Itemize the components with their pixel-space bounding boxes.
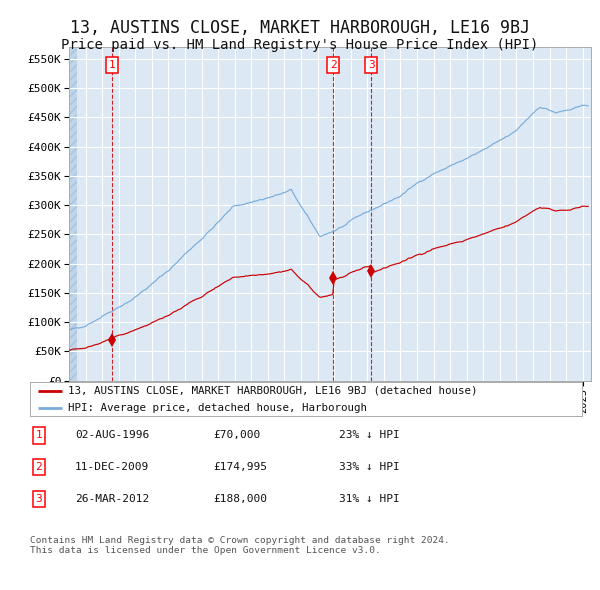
Text: 26-MAR-2012: 26-MAR-2012 (75, 494, 149, 504)
Text: £70,000: £70,000 (213, 431, 260, 440)
Bar (69, 47, 77, 381)
Text: 13, AUSTINS CLOSE, MARKET HARBOROUGH, LE16 9BJ: 13, AUSTINS CLOSE, MARKET HARBOROUGH, LE… (70, 19, 530, 37)
Text: 1: 1 (109, 60, 115, 70)
Text: 33% ↓ HPI: 33% ↓ HPI (339, 463, 400, 472)
Text: 23% ↓ HPI: 23% ↓ HPI (339, 431, 400, 440)
Text: 31% ↓ HPI: 31% ↓ HPI (339, 494, 400, 504)
Text: 1: 1 (35, 431, 43, 440)
Text: HPI: Average price, detached house, Harborough: HPI: Average price, detached house, Harb… (68, 403, 367, 413)
Text: £188,000: £188,000 (213, 494, 267, 504)
Text: 2: 2 (330, 60, 337, 70)
Text: 2: 2 (35, 463, 43, 472)
Text: 3: 3 (368, 60, 374, 70)
Text: Price paid vs. HM Land Registry's House Price Index (HPI): Price paid vs. HM Land Registry's House … (61, 38, 539, 53)
Text: Contains HM Land Registry data © Crown copyright and database right 2024.
This d: Contains HM Land Registry data © Crown c… (30, 536, 450, 555)
Text: 11-DEC-2009: 11-DEC-2009 (75, 463, 149, 472)
Text: 3: 3 (35, 494, 43, 504)
Text: £174,995: £174,995 (213, 463, 267, 472)
Text: 02-AUG-1996: 02-AUG-1996 (75, 431, 149, 440)
Text: 13, AUSTINS CLOSE, MARKET HARBOROUGH, LE16 9BJ (detached house): 13, AUSTINS CLOSE, MARKET HARBOROUGH, LE… (68, 386, 477, 396)
